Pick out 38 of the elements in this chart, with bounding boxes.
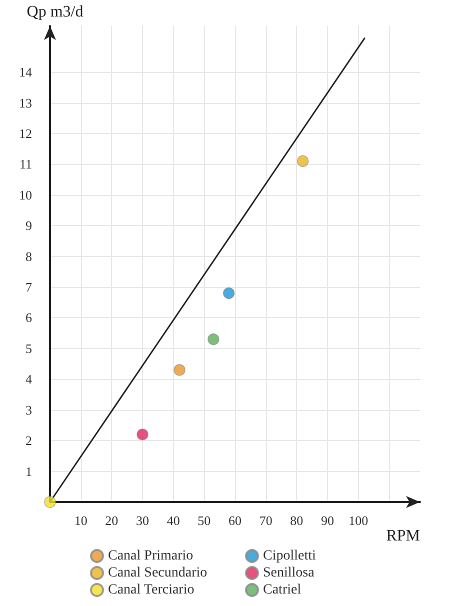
y-tick-label: 3 [26, 402, 32, 418]
y-tick-label: 4 [26, 372, 32, 387]
y-tick-label: 9 [26, 218, 32, 234]
point [223, 287, 235, 299]
x-tick-label: 60 [228, 513, 242, 528]
y-axis-title: Qp m3/d [26, 4, 84, 20]
point [136, 428, 148, 440]
x-tick-label: 10 [74, 513, 88, 528]
y-tick-label: 2 [26, 433, 32, 448]
y-tick-label: 8 [26, 248, 32, 264]
legend-label: Cipolletti [263, 548, 316, 564]
y-tick-label: 11 [19, 156, 32, 172]
x-axis-title: RPM [386, 528, 420, 544]
legend-label: Senillosa [263, 566, 316, 580]
x-tick-label: 40 [166, 513, 180, 528]
legend-label: Canal Secundario [108, 566, 208, 580]
y-tick-label: 13 [19, 95, 32, 110]
y-tick-label: 10 [19, 187, 32, 202]
point [208, 333, 220, 346]
point [297, 155, 309, 167]
x-tick-label: 70 [259, 513, 272, 528]
y-tick-label: 6 [26, 310, 32, 326]
x-tick-label: 50 [198, 513, 211, 528]
y-tick-label: 12 [19, 126, 32, 141]
y-tick-label: 5 [26, 340, 32, 356]
x-tick-label: 80 [290, 513, 304, 528]
legend-label: Catriel [263, 582, 302, 598]
legend-label: Canal Primario [108, 548, 194, 564]
point [44, 496, 56, 508]
x-tick-label: 30 [136, 513, 149, 528]
x-tick-label: 100 [348, 513, 368, 528]
point [174, 364, 186, 376]
y-tick-label: 14 [19, 64, 32, 80]
legend-label: Canal Terciario [108, 582, 194, 598]
x-tick-label: 20 [105, 513, 118, 528]
y-tick-label: 7 [26, 280, 32, 295]
x-tick-label: 90 [321, 513, 334, 528]
y-tick-label: 1 [26, 464, 32, 479]
